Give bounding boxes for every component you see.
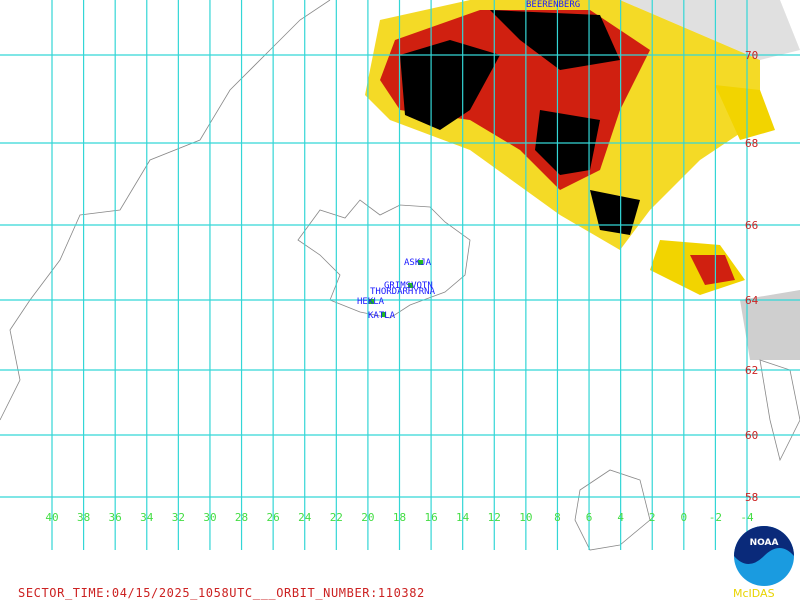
latitude-label: 64 bbox=[745, 294, 759, 307]
logo-text: NOAA bbox=[750, 538, 779, 548]
volcano-label: KATLA bbox=[368, 311, 396, 321]
longitude-label: 18 bbox=[393, 511, 406, 524]
noaa-logo: NOAA bbox=[734, 526, 794, 586]
volcano-markers bbox=[369, 260, 423, 317]
longitude-label: 34 bbox=[140, 511, 154, 524]
longitude-label: 14 bbox=[456, 511, 470, 524]
longitude-label: 20 bbox=[361, 511, 374, 524]
longitude-label: 26 bbox=[267, 511, 280, 524]
software-label: McIDAS bbox=[733, 587, 775, 600]
coastline bbox=[0, 0, 800, 551]
longitude-label: 0 bbox=[681, 511, 688, 524]
radar-swath bbox=[365, 0, 800, 360]
volcano-label: BEERENBERG bbox=[526, 0, 580, 10]
footer: SECTOR_TIME:04/15/2025_1058UTC___ORBIT_N… bbox=[18, 586, 425, 600]
longitude-label: 6 bbox=[586, 511, 593, 524]
longitude-label: 28 bbox=[235, 511, 248, 524]
volcano-label: ASKJA bbox=[404, 258, 432, 268]
longitude-label: 10 bbox=[519, 511, 532, 524]
longitude-label: 36 bbox=[109, 511, 122, 524]
latitude-label: 62 bbox=[745, 364, 758, 377]
longitude-label: 2 bbox=[649, 511, 656, 524]
longitude-label: 12 bbox=[488, 511, 501, 524]
latitude-label: 66 bbox=[745, 219, 758, 232]
volcano-label: THORDARHYRNA bbox=[370, 287, 436, 297]
latitude-label: 58 bbox=[745, 491, 758, 504]
longitude-label: 38 bbox=[77, 511, 90, 524]
longitude-label: 4 bbox=[617, 511, 624, 524]
latitude-label: 60 bbox=[745, 429, 758, 442]
longitude-label: 40 bbox=[45, 511, 58, 524]
longitude-label: 16 bbox=[424, 511, 437, 524]
volcano-label: GRIMSVOTN bbox=[384, 281, 433, 291]
volcano-label: HEKLA bbox=[357, 297, 385, 307]
longitude-label: -2 bbox=[709, 511, 722, 524]
longitude-label: 32 bbox=[172, 511, 185, 524]
latitude-label: 70 bbox=[745, 49, 758, 62]
longitude-label: 30 bbox=[203, 511, 216, 524]
longitude-label: 22 bbox=[330, 511, 343, 524]
latitude-label: 68 bbox=[745, 137, 758, 150]
longitude-label: -4 bbox=[740, 511, 754, 524]
longitude-label: 8 bbox=[554, 511, 561, 524]
meridians bbox=[51, 0, 748, 550]
longitude-label: 24 bbox=[298, 511, 312, 524]
